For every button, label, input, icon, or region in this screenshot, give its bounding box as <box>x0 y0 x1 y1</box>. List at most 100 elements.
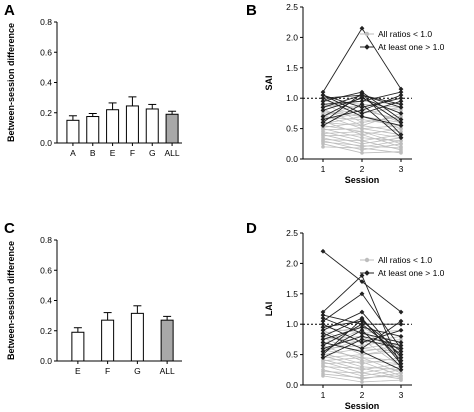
panel-b-data-point <box>360 146 364 150</box>
panel-b-data-point <box>398 117 404 122</box>
panel-c-y-tick-label: 0.6 <box>40 265 52 275</box>
panel-b-y-tick-label: 2.0 <box>286 32 298 42</box>
panel-a-bar <box>125 105 139 144</box>
panel-d-data-point <box>320 321 326 327</box>
panel-b-data-point <box>320 107 326 113</box>
panel-c-x-tick-label: G <box>134 366 141 376</box>
panel-b-data-point <box>359 98 365 104</box>
panel-d-y-tick-label: 1.0 <box>286 319 298 329</box>
panel-b-data-point <box>360 132 364 137</box>
panel-d-data-point <box>320 324 326 330</box>
panel-c-y-axis-title: Between-session difference <box>6 241 16 360</box>
panel-d-data-point <box>320 327 326 333</box>
panel-b-data-point <box>360 151 364 155</box>
panel-c: C 0.0 0.2 0.4 0.6 0.8 Between-session differen… <box>4 220 182 376</box>
panel-d-y-tick-label: 0.0 <box>286 380 298 390</box>
panel-a-x-tick-label: G <box>149 148 156 158</box>
panel-d-data-point <box>321 374 325 378</box>
panel-b-data-point <box>360 129 364 134</box>
panel-b-data-point <box>398 111 404 116</box>
panel-d-data-point <box>360 360 364 364</box>
panel-c-bar <box>101 319 115 362</box>
panel-a-y-tick-label: 0.2 <box>40 108 52 118</box>
panel-c-y-tick-label: 0.0 <box>40 356 52 366</box>
panel-b-data-point <box>321 142 325 146</box>
panel-d-data-point <box>359 333 365 339</box>
panel-b-data-point <box>399 151 403 155</box>
panel-b-legend-label: All ratios < 1.0 <box>378 29 432 39</box>
panel-d-data-point <box>360 375 364 380</box>
panel-b-data-point <box>398 132 404 138</box>
panel-c-panel-letter: C <box>4 220 15 237</box>
panel-d-data-point <box>398 352 404 357</box>
panel-d-data-point <box>320 312 326 318</box>
panel-a-bar <box>66 119 80 144</box>
panel-d-data-point <box>320 309 326 315</box>
panel-b-data-point <box>399 138 403 143</box>
panel-b-data-point <box>399 114 403 119</box>
panel-b-data-point <box>398 98 404 104</box>
panel-a-x-tick-label: F <box>130 148 135 158</box>
panel-b-data-point <box>320 89 326 95</box>
panel-b-y-tick-label: 0.5 <box>286 124 298 134</box>
panel-b-data-point <box>359 25 365 31</box>
panel-d-data-point <box>321 364 325 369</box>
panel-b-data-point <box>359 111 365 116</box>
panel-c-x-tick-label: ALL <box>160 366 175 376</box>
panel-b-data-point <box>399 146 403 150</box>
panel-d-y-tick-label: 2.0 <box>286 258 298 268</box>
panel-d-data-point <box>359 316 365 322</box>
panel-d-y-axis-title: LAI <box>264 302 274 317</box>
panel-b-data-point <box>398 120 404 125</box>
panel-b-data-point <box>359 101 365 107</box>
panel-a-bar <box>86 116 100 144</box>
panel-a-y-tick-label: 0.8 <box>40 17 52 27</box>
panel-b-y-tick-label: 0.0 <box>286 154 298 164</box>
panel-b-data-point <box>398 123 404 128</box>
panel-b-data-point <box>320 101 326 107</box>
panel-b-data-point <box>320 98 326 104</box>
panel-b-legend-marker <box>364 44 370 50</box>
panel-d-data-point <box>399 378 403 382</box>
panel-d-y-tick-label: 1.5 <box>286 289 298 299</box>
panel-d-data-point <box>320 330 326 336</box>
panel-d-data-point <box>398 358 404 364</box>
panel-b-data-point <box>398 92 404 98</box>
panel-b-data-point <box>360 120 364 125</box>
panel-b-data-point <box>399 129 403 134</box>
panel-d-data-point <box>398 343 404 348</box>
panel-a-x-tick-label: E <box>110 148 116 158</box>
panel-b-data-point <box>320 123 326 128</box>
panel-d-data-point <box>359 279 365 285</box>
panel-b-data-point <box>359 104 365 110</box>
panel-b-data-point <box>398 95 404 101</box>
panel-d-data-point <box>398 367 404 373</box>
panel-b-data-point <box>359 114 365 119</box>
panel-a-panel-letter: A <box>4 2 15 19</box>
panel-d-data-point <box>360 366 364 370</box>
panel-b-data-point <box>398 104 404 110</box>
panel-d-data-point <box>320 337 326 342</box>
panel-b-data-point <box>320 95 326 101</box>
panel-d-data-point <box>359 327 365 333</box>
panel-d-y-tick-label: 2.5 <box>286 228 298 238</box>
panel-d-data-point <box>398 364 404 370</box>
panel-c-bar <box>130 312 144 362</box>
panel-d-data-point <box>398 346 404 351</box>
panel-b-data-point <box>398 135 404 141</box>
panel-c-bar <box>160 319 174 362</box>
panel-b-x-axis-title: Session <box>345 175 380 185</box>
panel-b-data-point <box>399 108 403 113</box>
panel-b: B 0.0 0.5 1.0 1.5 2.0 2.5 SAI 1 2 3 Session All rati… <box>246 2 445 185</box>
panel-d-data-point <box>359 321 365 327</box>
panel-b-y-tick-label: 2.5 <box>286 2 298 12</box>
panel-d-data-point <box>398 327 404 333</box>
panel-b-data-point <box>360 123 364 128</box>
panel-d-data-point <box>398 333 404 339</box>
panel-d-y-tick-label: 0.5 <box>286 350 298 360</box>
panel-d-data-point <box>320 248 326 254</box>
panel-b-x-tick-label: 2 <box>360 164 365 174</box>
panel-d-data-point <box>359 349 365 354</box>
panel-b-y-axis-title: SAI <box>264 75 274 90</box>
